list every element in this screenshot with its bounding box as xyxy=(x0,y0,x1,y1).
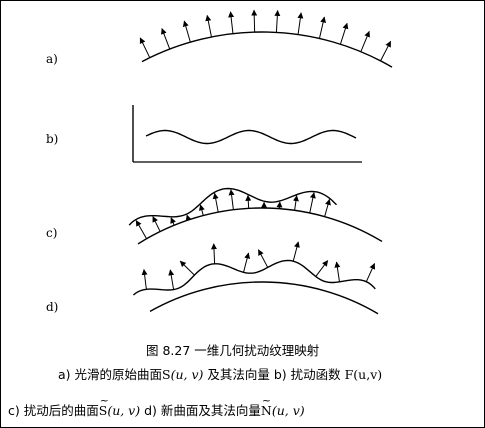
perturbation-wave xyxy=(145,129,357,145)
figure-caption-line2: a) 光滑的原始曲面S(u, v) 及其法向量 b) 扰动函数 F(u,v) xyxy=(58,364,382,383)
perturbation-arrow xyxy=(185,214,192,222)
normal-vector-arrow xyxy=(161,28,171,50)
normal-vector-arrow xyxy=(339,22,349,45)
normal-vector-arrow xyxy=(139,37,151,58)
figure-caption-title: 图 8.27 一维几何扰动纹理映射 xyxy=(146,343,320,358)
new-normal-vector-arrow xyxy=(315,260,329,277)
panel-label-a: a) xyxy=(46,52,58,66)
perturbation-arrow xyxy=(228,189,235,210)
caption-d-args: (u, v) xyxy=(271,403,305,418)
new-normal-vector-arrow xyxy=(243,252,251,273)
caption-b-function: F(u,v) xyxy=(344,367,383,382)
perturbation-arrow xyxy=(309,192,316,214)
normal-vector-arrow xyxy=(360,30,370,52)
perturbation-arrow xyxy=(212,192,219,213)
panel-d-new-surface-normals xyxy=(132,241,379,315)
new-normal-vector-arrow xyxy=(292,241,300,262)
figure-caption-line3: c) 扰动后的曲面S(u, v) d) 新曲面及其法向量N(u, v) xyxy=(8,394,305,419)
new-normal-vector-arrow xyxy=(334,261,341,282)
caption-b-text: 及其法向量 b) 扰动函数 xyxy=(203,367,345,382)
caption-c-args: (u, v) xyxy=(107,403,141,418)
panel-a-smooth-surface xyxy=(139,9,393,68)
perturbation-arrow xyxy=(324,198,331,217)
perturbation-arrow xyxy=(152,216,161,232)
caption-a-text: a) 光滑的原始曲面 xyxy=(58,367,163,382)
new-surface-curve xyxy=(132,259,376,296)
caption-c-symbol: S xyxy=(99,394,109,418)
normal-vector-arrow xyxy=(297,12,304,35)
caption-a-symbol: S xyxy=(162,367,171,382)
smooth-surface-curve xyxy=(141,31,393,68)
perturbation-arrow xyxy=(245,194,252,209)
new-normal-vector-arrow xyxy=(141,268,148,290)
caption-d-symbol: N xyxy=(261,394,272,418)
caption-c-text: c) 扰动后的曲面 xyxy=(8,403,99,418)
new-normal-vector-arrow xyxy=(257,249,269,268)
normal-vector-arrow xyxy=(182,20,191,43)
base-surface-curve xyxy=(137,207,383,245)
perturbation-arrow xyxy=(276,201,283,209)
new-normal-vector-arrow xyxy=(365,263,376,282)
base-surface-curve xyxy=(149,281,379,315)
perturbed-surface-curve xyxy=(128,187,337,226)
new-normal-vector-arrow xyxy=(210,243,217,264)
normal-vector-arrow xyxy=(380,40,392,62)
panel-c-perturbed-surface xyxy=(128,187,383,245)
panel-label-b: b) xyxy=(46,132,59,146)
panel-b-perturbation-function xyxy=(132,105,362,163)
perturbation-arrow xyxy=(135,220,148,239)
caption-d-text: d) 新曲面及其法向量 xyxy=(140,403,261,418)
normal-vector-arrow xyxy=(318,16,327,39)
panel-label-c: c) xyxy=(46,226,58,240)
normal-vector-arrow xyxy=(205,14,212,38)
new-normal-vector-arrow xyxy=(168,269,175,290)
perturbation-arrow xyxy=(292,195,299,211)
new-normal-vector-arrow xyxy=(179,260,195,276)
normal-vector-arrow xyxy=(274,9,281,33)
perturbation-arrow xyxy=(170,217,176,226)
perturbation-arrow xyxy=(198,204,205,216)
normal-vector-arrow xyxy=(251,9,258,33)
normal-vector-arrow xyxy=(228,11,235,34)
caption-a-args: (u, v) xyxy=(170,367,204,382)
panel-label-d: d) xyxy=(46,300,59,314)
